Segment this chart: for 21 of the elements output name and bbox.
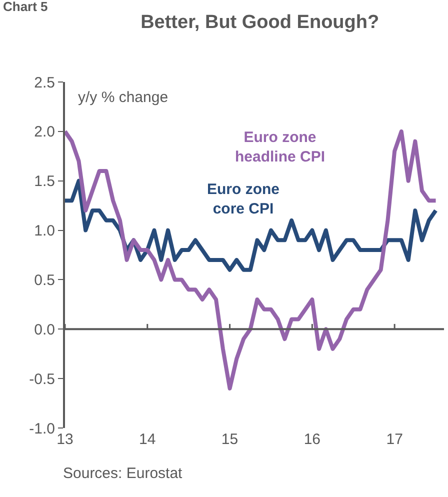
x-tick-label: 14 [139, 431, 156, 448]
y-tick-label: 2.5 [34, 74, 55, 92]
chart-title: Better, But Good Enough? [140, 12, 380, 34]
y-tick-label: 1.0 [34, 222, 55, 240]
y-tick-label: 0.0 [34, 321, 55, 338]
text: Euro zone headline CPI [235, 129, 326, 166]
y-tick-label: 0.5 [34, 272, 55, 289]
y-tick-label: -0.5 [29, 370, 55, 388]
source-note: Sources: Eurostat [63, 465, 184, 482]
y-axis-title: y/y % change [78, 89, 168, 106]
line-series [65, 178, 438, 272]
series-label: Euro zone core CPI [207, 181, 280, 218]
y-tick-label: -1.0 [29, 420, 55, 438]
x-tick-label: 15 [221, 431, 238, 448]
y-tick-label: 2.0 [34, 124, 55, 141]
line-series [65, 129, 438, 390]
caption: Chart 5 [3, 0, 48, 14]
y-tick-label: 1.5 [34, 173, 55, 190]
x-tick-label: 17 [386, 431, 403, 448]
x-tick-label: 13 [56, 431, 74, 448]
x-tick-label: 16 [304, 431, 321, 448]
